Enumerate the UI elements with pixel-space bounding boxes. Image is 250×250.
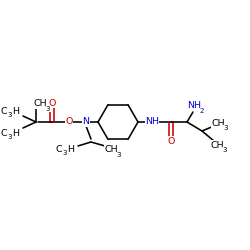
Text: N: N (82, 118, 89, 126)
Text: C: C (56, 144, 62, 154)
Text: 3: 3 (63, 150, 67, 156)
Text: 3: 3 (224, 125, 228, 131)
Text: 2: 2 (200, 108, 204, 114)
Text: CH: CH (33, 100, 47, 108)
Text: 3: 3 (117, 152, 121, 158)
Text: 3: 3 (8, 134, 12, 140)
Text: 3: 3 (8, 112, 12, 118)
Text: CH: CH (104, 146, 118, 154)
Text: 3: 3 (46, 106, 50, 112)
Text: C: C (1, 128, 7, 138)
Text: O: O (167, 136, 175, 145)
Text: CH: CH (210, 140, 224, 149)
Text: CH: CH (211, 118, 225, 128)
Text: O: O (48, 98, 56, 108)
Text: H: H (12, 128, 20, 138)
Text: C: C (1, 106, 7, 116)
Text: H: H (12, 106, 20, 116)
Text: NH: NH (187, 102, 201, 110)
Text: NH: NH (145, 118, 159, 126)
Text: H: H (68, 144, 74, 154)
Text: O: O (65, 118, 73, 126)
Text: 3: 3 (223, 147, 227, 153)
